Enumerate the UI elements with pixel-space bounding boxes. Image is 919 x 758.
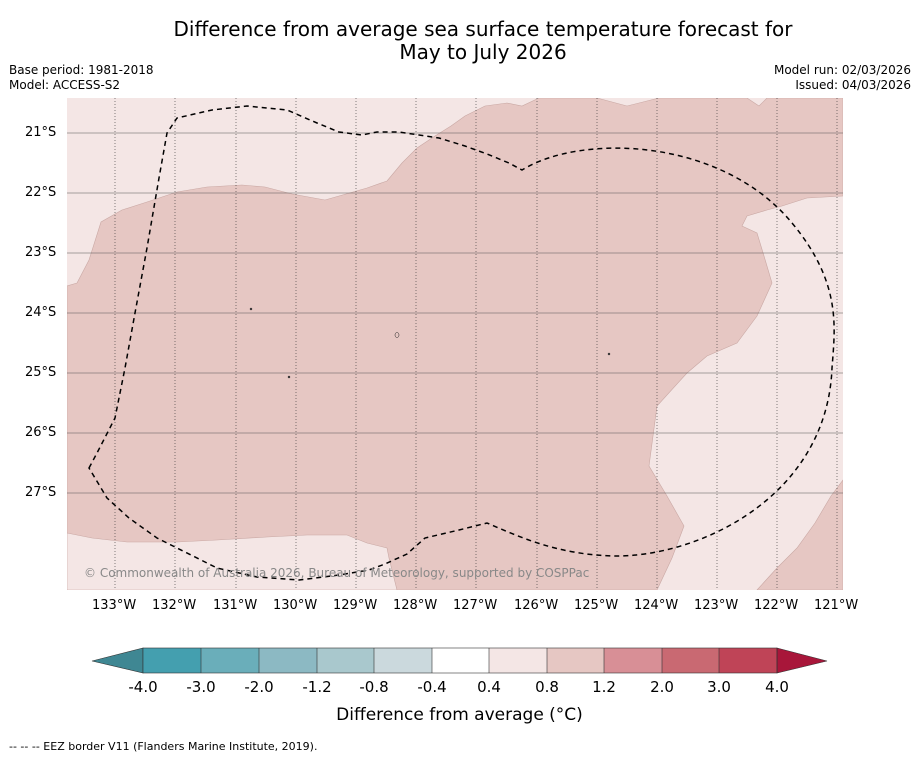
colorbar-over-arrow: [776, 647, 828, 674]
colorbar-tick: -1.2: [302, 678, 331, 696]
colorbar: -4.0 -3.0 -2.0 -1.2 -0.8 -0.4 0.4 0.8 1.…: [90, 646, 830, 706]
colorbar-tick: -0.4: [417, 678, 446, 696]
islands: [249, 307, 611, 379]
lon-label: 132°W: [152, 598, 197, 613]
colorbar-tick: 0.8: [535, 678, 559, 696]
colorbar-segment: [719, 648, 777, 673]
colorbar-segment: [201, 648, 259, 673]
title-line-1: Difference from average sea surface temp…: [173, 17, 793, 41]
anomaly-band-0.8-1.2: [756, 479, 843, 590]
lat-label: 24°S: [25, 305, 57, 320]
colorbar-tick: 3.0: [707, 678, 731, 696]
lon-label: 125°W: [574, 598, 619, 613]
colorbar-segment: [317, 648, 374, 673]
model-name: Model: ACCESS-S2: [9, 78, 121, 92]
lon-label: 123°W: [694, 598, 739, 613]
colorbar-segment: [143, 648, 201, 673]
lon-label: 133°W: [92, 598, 137, 613]
lon-label: 131°W: [213, 598, 258, 613]
lat-label: 27°S: [25, 485, 57, 500]
colorbar-segment: [604, 648, 662, 673]
colorbar-tick: 4.0: [765, 678, 789, 696]
lat-label: 23°S: [25, 245, 57, 260]
colorbar-label: Difference from average (°C): [336, 705, 583, 725]
colorbar-under-arrow: [91, 647, 144, 674]
island: [287, 375, 291, 379]
colorbar-segment: [432, 648, 489, 673]
colorbar-segment: [259, 648, 317, 673]
lon-label: 121°W: [814, 598, 859, 613]
meta-right: Model run: 02/03/2026 Issued: 04/03/2026: [774, 63, 911, 93]
model-run: Model run: 02/03/2026: [773, 63, 911, 77]
colorbar-tick: -4.0: [128, 678, 157, 696]
lon-label: 127°W: [453, 598, 498, 613]
copyright-text: © Commonwealth of Australia 2026, Bureau…: [84, 566, 589, 580]
lon-label: 130°W: [273, 598, 318, 613]
lat-label: 25°S: [25, 365, 57, 380]
graticule: [114, 98, 838, 590]
base-period: Base period: 1981-2018: [9, 63, 154, 77]
colorbar-tick: -2.0: [244, 678, 273, 696]
lat-label: 21°S: [25, 125, 57, 140]
colorbar-tick: 2.0: [650, 678, 674, 696]
lat-label: 22°S: [25, 185, 57, 200]
footnote: -- -- -- EEZ border V11 (Flanders Marine…: [9, 740, 318, 753]
colorbar-segment: [489, 648, 547, 673]
colorbar-tick: 0.4: [477, 678, 501, 696]
anomaly-band-0.8-1.2: [67, 98, 843, 590]
lon-label: 128°W: [393, 598, 438, 613]
island: [249, 307, 253, 311]
colorbar-segment: [662, 648, 719, 673]
title-line-2: May to July 2026: [399, 40, 567, 64]
latitude-lines: [67, 132, 843, 494]
lon-label: 129°W: [333, 598, 378, 613]
island: [607, 352, 611, 356]
lat-label: 26°S: [25, 425, 57, 440]
colorbar-tick: -3.0: [186, 678, 215, 696]
eez-border: [88, 105, 835, 581]
meta-left: Base period: 1981-2018 Model: ACCESS-S2: [9, 63, 154, 93]
lon-label: 124°W: [634, 598, 679, 613]
lon-label: 122°W: [754, 598, 799, 613]
colorbar-segment: [547, 648, 604, 673]
map-area: © Commonwealth of Australia 2026, Bureau…: [67, 98, 843, 590]
colorbar-segment: [374, 648, 432, 673]
issued-date: Issued: 04/03/2026: [795, 78, 911, 92]
colorbar-tick: -0.8: [359, 678, 388, 696]
anomaly-band-0.4-0.8: [67, 532, 398, 590]
chart-title: Difference from average sea surface temp…: [100, 18, 866, 64]
lon-label: 126°W: [514, 598, 559, 613]
island: [394, 332, 400, 338]
colorbar-tick: 1.2: [592, 678, 616, 696]
map-svg: © Commonwealth of Australia 2026, Bureau…: [67, 98, 843, 590]
colorbar-svg: -4.0 -3.0 -2.0 -1.2 -0.8 -0.4 0.4 0.8 1.…: [91, 647, 828, 696]
